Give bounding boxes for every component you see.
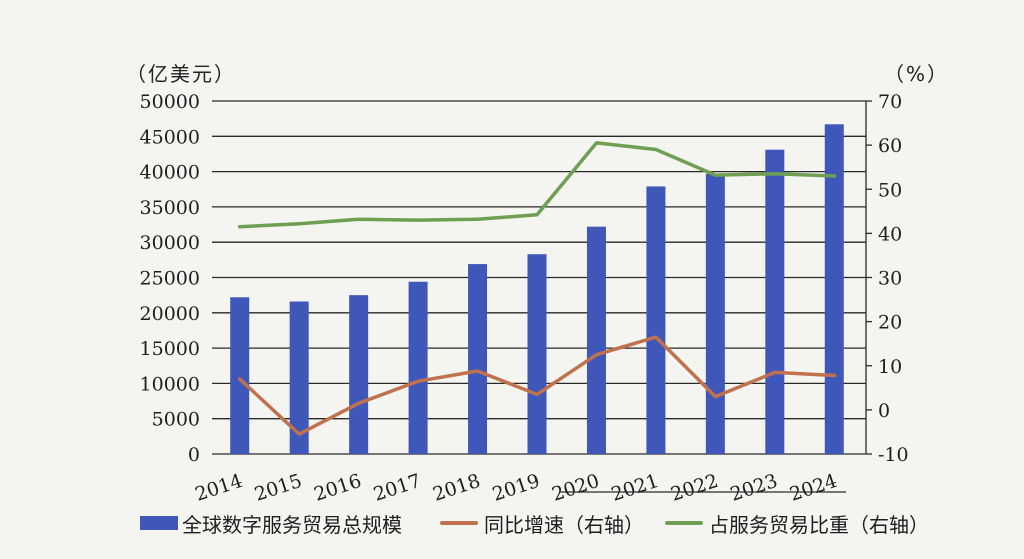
legend-swatch-bar (140, 516, 178, 530)
growth-rate-line (237, 335, 837, 436)
left-tick-label: 45000 (140, 126, 200, 148)
right-axis-unit-label: （%） (884, 62, 950, 86)
bar-2019 (527, 254, 547, 454)
right-tick-label: 50 (878, 179, 902, 201)
right-tick-label: 60 (878, 135, 902, 157)
right-tick-label: 20 (878, 312, 902, 334)
bar-series (230, 124, 844, 455)
left-tick-label: 10000 (140, 373, 200, 395)
x-tick-label: 2021 (609, 470, 662, 506)
bar-2022 (705, 173, 725, 454)
left-tick-label: 0 (188, 444, 200, 466)
x-tick-label: 2014 (192, 470, 245, 506)
right-tick-label: 70 (878, 91, 902, 113)
left-tick-label: 25000 (140, 268, 200, 290)
right-tick-label: 0 (878, 400, 890, 422)
legend-label-growth: 同比增速（右轴） (484, 512, 644, 537)
bar-2014 (230, 297, 250, 454)
left-tick-label: 15000 (140, 338, 200, 360)
left-tick-label: 35000 (140, 197, 200, 219)
x-tick-label: 2018 (430, 470, 483, 506)
left-tick-label: 30000 (140, 232, 200, 254)
legend-swatch-share (665, 521, 703, 525)
legend-label-share: 占服务贸易比重（右轴） (709, 512, 929, 537)
x-tick-label: 2022 (668, 470, 721, 506)
bar-2021 (646, 186, 666, 454)
legend-item-bar: 全球数字服务贸易总规模 (140, 509, 402, 537)
x-tick-label: 2020 (549, 470, 602, 506)
right-tick-label: 30 (878, 268, 902, 290)
bar-2020 (586, 226, 606, 454)
x-tick-label: 2024 (787, 470, 840, 506)
share-line (237, 141, 837, 229)
left-tick-label: 50000 (140, 91, 200, 113)
bar-2016 (349, 295, 369, 454)
right-tick-label: -10 (878, 444, 909, 466)
bar-2015 (289, 301, 309, 454)
right-tick-label: 10 (878, 356, 902, 378)
bar-2017 (408, 281, 428, 454)
legend-item-share: 占服务贸易比重（右轴） (665, 509, 929, 537)
left-tick-label: 5000 (152, 409, 200, 431)
left-tick-label: 40000 (140, 162, 200, 184)
x-tick-label: 2017 (371, 470, 424, 506)
x-tick-label: 2016 (311, 470, 364, 506)
x-tick-label: 2019 (490, 470, 543, 506)
right-tick-label: 40 (878, 223, 902, 245)
left-tick-label: 20000 (140, 303, 200, 325)
left-axis-unit-label: （亿美元） (126, 62, 236, 86)
bar-2018 (468, 264, 488, 454)
legend-item-growth: 同比增速（右轴） (440, 509, 644, 537)
x-tick-label: 2023 (728, 470, 781, 506)
axes: 0 5000 10000 15000 20000 25000 30000 35000 40000… (140, 91, 909, 506)
bar-2024 (824, 124, 844, 454)
line-series (237, 141, 837, 436)
bar-2023 (765, 149, 785, 455)
x-tick-label: 2015 (252, 470, 305, 506)
legend-swatch-growth (440, 521, 478, 525)
legend-label-total: 全球数字服务贸易总规模 (182, 512, 402, 537)
